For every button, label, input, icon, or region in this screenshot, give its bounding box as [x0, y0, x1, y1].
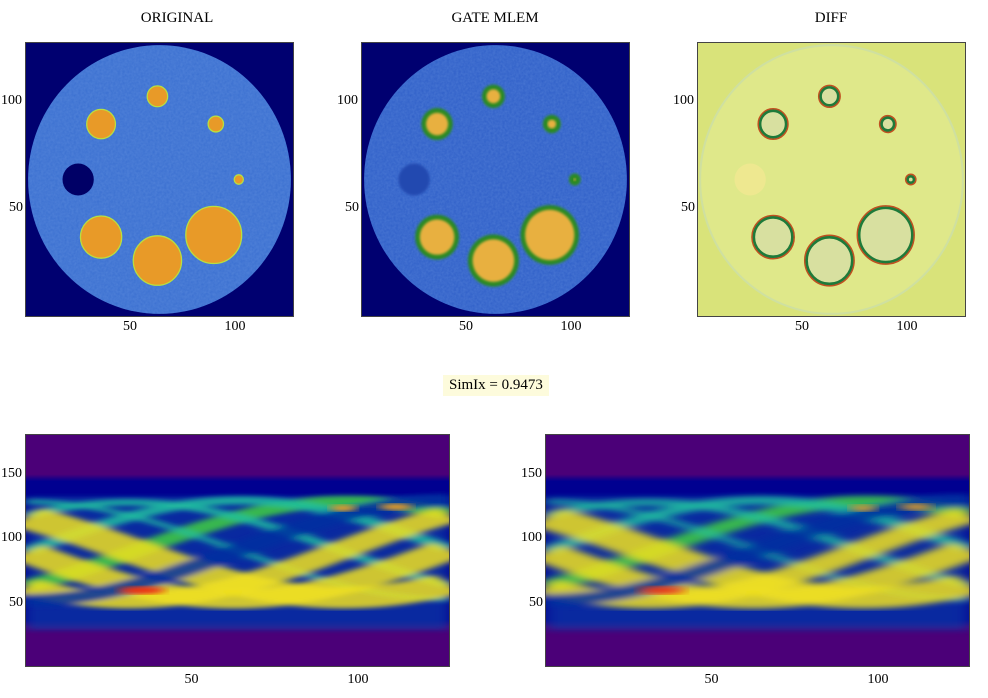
- y-tick-label: 150: [521, 466, 542, 481]
- sinogram-trace: [546, 542, 969, 609]
- sinogram-trace: [26, 542, 449, 609]
- y-tick-label: 100: [337, 93, 358, 108]
- hot-sphere: [185, 205, 243, 265]
- x-tick-label: 50: [459, 319, 473, 334]
- hot-sphere: [472, 239, 515, 282]
- diff-sphere: [857, 206, 914, 264]
- hot-sphere: [573, 178, 577, 181]
- diff-ring-outer: [878, 114, 897, 134]
- y-tick-label: 50: [9, 595, 23, 610]
- sinogram-traces: [546, 494, 969, 609]
- x-tick-label: 50: [123, 319, 137, 334]
- hot-sphere: [426, 112, 449, 136]
- diff-sphere: [906, 175, 916, 184]
- image-canvas: [698, 43, 965, 316]
- y-tick-label: 50: [345, 200, 359, 215]
- diff-sphere: [752, 216, 794, 258]
- diff-ring-outer: [803, 234, 855, 287]
- hot-sphere: [79, 215, 123, 259]
- diff-ring-outer: [817, 84, 841, 109]
- hot-sphere: [132, 235, 183, 286]
- y-tick-label: 100: [673, 93, 694, 108]
- diff-cold-sphere: [734, 163, 766, 196]
- sinogram-trace: [26, 494, 449, 607]
- hot-sphere: [86, 108, 117, 140]
- sinogram-original: [25, 434, 450, 667]
- image-canvas: [26, 43, 293, 316]
- hot-sphere: [146, 85, 169, 108]
- diff-ring-outer: [856, 205, 915, 265]
- x-tick-label: 100: [224, 319, 246, 334]
- diff-sphere: [819, 86, 840, 107]
- y-tick-label: 150: [1, 466, 22, 481]
- sinogram-traces: [26, 494, 449, 609]
- hotspot: [118, 586, 165, 595]
- hotspot: [899, 503, 933, 511]
- sinogram-gate: [545, 434, 970, 667]
- diff-sphere: [805, 236, 854, 286]
- image-canvas: [362, 43, 629, 316]
- hot-sphere: [233, 174, 244, 185]
- diff-ring-outer: [904, 173, 917, 186]
- hot-sphere: [486, 89, 501, 104]
- diff-sphere: [758, 109, 788, 139]
- x-tick-label: 100: [560, 319, 582, 334]
- y-tick-label: 100: [1, 93, 22, 108]
- y-tick-label: 100: [521, 530, 542, 545]
- x-tick-label: 50: [184, 672, 199, 687]
- x-tick-label: 100: [896, 319, 918, 334]
- sinogram-trace: [546, 494, 969, 607]
- diff-ring-outer: [751, 214, 795, 260]
- sinogram-trace: [26, 508, 449, 609]
- x-tick-label: 50: [704, 672, 719, 687]
- hotspot: [638, 586, 685, 595]
- original-image: [25, 42, 294, 317]
- y-tick-label: 50: [529, 595, 543, 610]
- diff-ring-outer: [757, 108, 789, 141]
- title-gate-mlem: GATE MLEM: [451, 10, 539, 26]
- diff-image: [697, 42, 966, 317]
- hotspot: [330, 504, 357, 512]
- cold-sphere: [398, 163, 430, 196]
- sinogram-canvas: [26, 435, 449, 666]
- sinogram-trace: [546, 508, 969, 609]
- cold-sphere: [62, 163, 94, 196]
- y-tick-label: 50: [9, 200, 23, 215]
- hot-sphere: [207, 115, 225, 133]
- x-tick-label: 100: [347, 672, 369, 687]
- hot-sphere: [419, 219, 455, 255]
- simix-label: SimIx = 0.9473: [443, 375, 549, 396]
- x-tick-label: 100: [867, 672, 889, 687]
- gate-mlem-image: [361, 42, 630, 317]
- title-original: ORIGINAL: [140, 10, 214, 26]
- hot-sphere: [525, 209, 575, 261]
- y-tick-label: 50: [681, 200, 695, 215]
- hot-sphere: [547, 119, 557, 129]
- y-tick-label: 100: [1, 530, 22, 545]
- title-diff: DIFF: [814, 10, 848, 26]
- x-tick-label: 50: [795, 319, 809, 334]
- sinogram-canvas: [546, 435, 969, 666]
- diff-sphere: [880, 116, 896, 132]
- hotspot: [379, 503, 413, 511]
- hotspot: [850, 504, 877, 512]
